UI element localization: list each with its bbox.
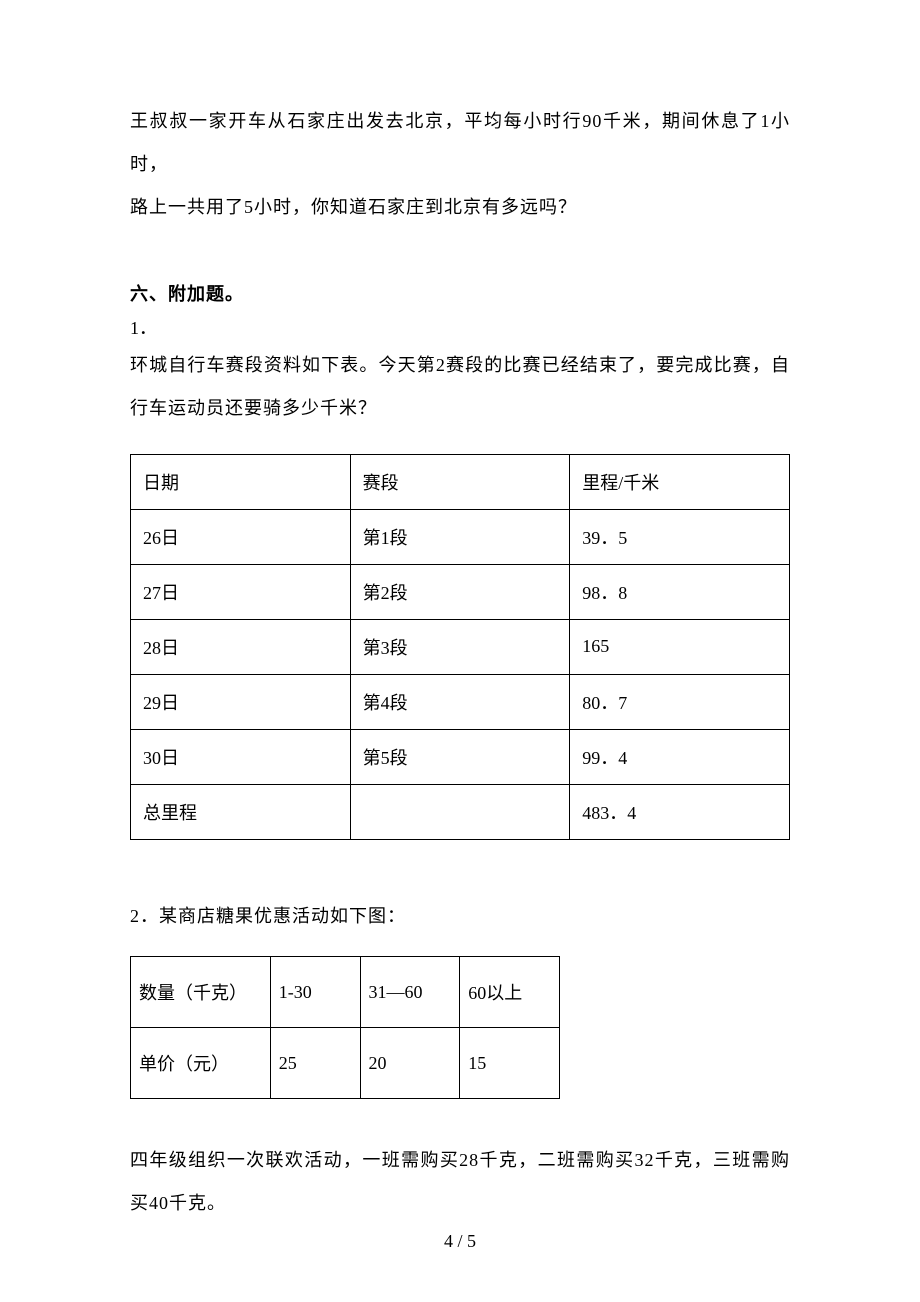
question-1-text: 环城自行车赛段资料如下表。今天第2赛段的比赛已经结束了，要完成比赛，自行车运动员…	[130, 344, 790, 430]
table-cell: 80．7	[570, 674, 790, 729]
table-row: 26日 第1段 39．5	[131, 509, 790, 564]
table-cell: 赛段	[350, 454, 570, 509]
question-2-intro: 某商店糖果优惠活动如下图：	[159, 906, 406, 926]
table-cell: 31—60	[360, 957, 460, 1028]
table-cell: 日期	[131, 454, 351, 509]
table-cell: 第2段	[350, 564, 570, 619]
table-cell: 28日	[131, 619, 351, 674]
table-cell: 20	[360, 1028, 460, 1099]
table-row: 日期 赛段 里程/千米	[131, 454, 790, 509]
table-row: 单价（元） 25 20 15	[131, 1028, 560, 1099]
table-cell: 99．4	[570, 729, 790, 784]
table-cell: 里程/千米	[570, 454, 790, 509]
question-number-1: 1．	[130, 314, 790, 340]
table-row: 29日 第4段 80．7	[131, 674, 790, 729]
question-2-closing: 四年级组织一次联欢活动，一班需购买28千克，二班需购买32千克，三班需购买40千…	[130, 1139, 790, 1225]
table-cell: 60以上	[460, 957, 560, 1028]
table-cell: 25	[270, 1028, 360, 1099]
problem-text-line2: 路上一共用了5小时，你知道石家庄到北京有多远吗？	[130, 186, 790, 229]
table-row: 30日 第5段 99．4	[131, 729, 790, 784]
table-cell: 第4段	[350, 674, 570, 729]
table-cell: 15	[460, 1028, 560, 1099]
question-2-heading: 2．某商店糖果优惠活动如下图：	[130, 895, 790, 938]
table-cell: 第1段	[350, 509, 570, 564]
table-cell: 30日	[131, 729, 351, 784]
table-cell: 98．8	[570, 564, 790, 619]
table-cell: 第5段	[350, 729, 570, 784]
table-cell: 26日	[131, 509, 351, 564]
question-number-2: 2．	[130, 906, 159, 926]
section-heading-6: 六、附加题。	[130, 280, 790, 306]
page-number: 4 / 5	[0, 1231, 920, 1252]
table-cell: 单价（元）	[131, 1028, 271, 1099]
candy-price-table: 数量（千克） 1-30 31—60 60以上 单价（元） 25 20 15	[130, 956, 560, 1099]
table-cell: 第3段	[350, 619, 570, 674]
table-cell: 39．5	[570, 509, 790, 564]
race-stages-table: 日期 赛段 里程/千米 26日 第1段 39．5 27日 第2段 98．8 28…	[130, 454, 790, 840]
problem-text-line1: 王叔叔一家开车从石家庄出发去北京，平均每小时行90千米，期间休息了1小时，	[130, 100, 790, 186]
table-row: 总里程 483．4	[131, 784, 790, 839]
table-row: 27日 第2段 98．8	[131, 564, 790, 619]
table-cell: 29日	[131, 674, 351, 729]
table-cell: 总里程	[131, 784, 351, 839]
table-cell: 27日	[131, 564, 351, 619]
table-row: 28日 第3段 165	[131, 619, 790, 674]
table-cell: 1-30	[270, 957, 360, 1028]
table-cell: 483．4	[570, 784, 790, 839]
table-cell	[350, 784, 570, 839]
table-row: 数量（千克） 1-30 31—60 60以上	[131, 957, 560, 1028]
table-cell: 165	[570, 619, 790, 674]
table-cell: 数量（千克）	[131, 957, 271, 1028]
